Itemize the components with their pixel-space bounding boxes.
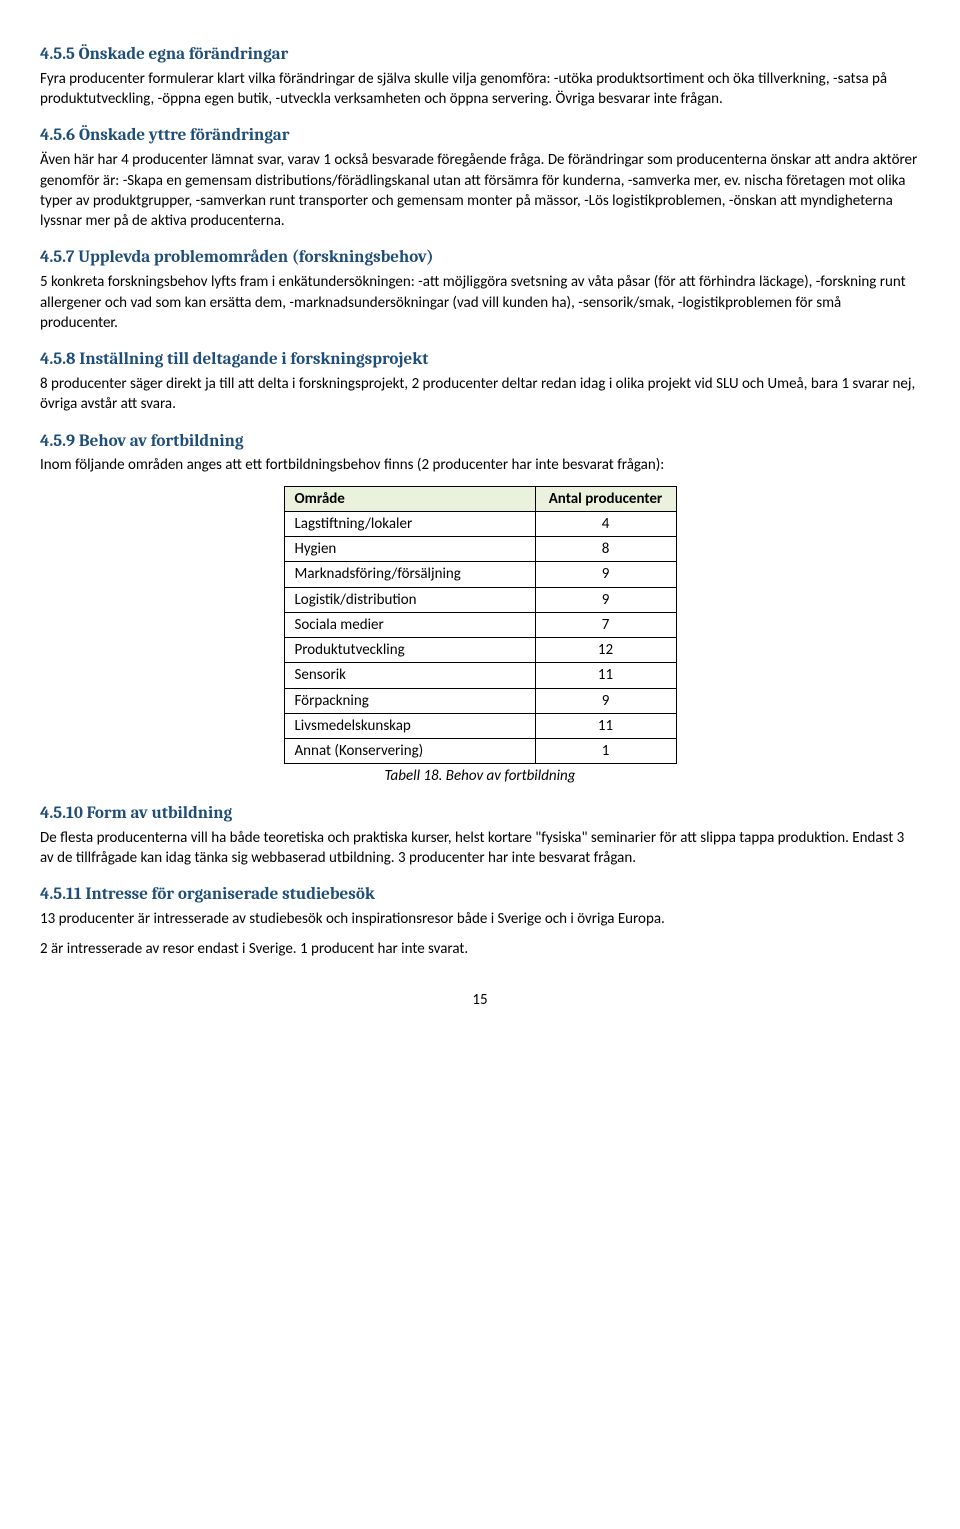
section-4510-heading: 4.5.10 Form av utbildning <box>40 803 920 826</box>
table-row: Sensorik 11 <box>284 663 676 688</box>
table-cell: 9 <box>535 562 676 587</box>
table-cell: Förpackning <box>284 688 535 713</box>
section-459-heading: 4.5.9 Behov av fortbildning <box>40 431 920 454</box>
table-row: Lagstiftning/lokaler 4 <box>284 511 676 536</box>
table-cell: Marknadsföring/försäljning <box>284 562 535 587</box>
table-cell: Sensorik <box>284 663 535 688</box>
section-458-body: 8 producenter säger direkt ja till att d… <box>40 374 920 415</box>
table-cell: 9 <box>535 688 676 713</box>
section-455-heading: 4.5.5 Önskade egna förändringar <box>40 44 920 67</box>
table-cell: 11 <box>535 713 676 738</box>
table-cell: 11 <box>535 663 676 688</box>
section-4511-body-2: 2 är intresserade av resor endast i Sver… <box>40 939 920 959</box>
section-458-heading: 4.5.8 Inställning till deltagande i fors… <box>40 349 920 372</box>
page-number: 15 <box>40 990 920 1010</box>
section-4511-body-1: 13 producenter är intresserade av studie… <box>40 909 920 929</box>
table-cell: 7 <box>535 612 676 637</box>
table-cell: Produktutveckling <box>284 638 535 663</box>
table-header-area: Område <box>284 486 535 511</box>
section-457-body: 5 konkreta forskningsbehov lyfts fram i … <box>40 272 920 333</box>
table-cell: Logistik/distribution <box>284 587 535 612</box>
table-row: Marknadsföring/försäljning 9 <box>284 562 676 587</box>
table-cell: 9 <box>535 587 676 612</box>
section-457-heading: 4.5.7 Upplevda problemområden (forskning… <box>40 247 920 270</box>
section-4511-heading: 4.5.11 Intresse för organiserade studieb… <box>40 884 920 907</box>
table-row: Hygien 8 <box>284 537 676 562</box>
table-header-count: Antal producenter <box>535 486 676 511</box>
table-cell: Hygien <box>284 537 535 562</box>
table-row: Sociala medier 7 <box>284 612 676 637</box>
table-row: Produktutveckling 12 <box>284 638 676 663</box>
table-cell: Annat (Konservering) <box>284 739 535 764</box>
table-row: Livsmedelskunskap 11 <box>284 713 676 738</box>
table-row: Logistik/distribution 9 <box>284 587 676 612</box>
table-row: Förpackning 9 <box>284 688 676 713</box>
table-cell: Sociala medier <box>284 612 535 637</box>
section-4510-body: De flesta producenterna vill ha både teo… <box>40 828 920 869</box>
table-header-row: Område Antal producenter <box>284 486 676 511</box>
table-cell: Livsmedelskunskap <box>284 713 535 738</box>
section-456-body: Även här har 4 producenter lämnat svar, … <box>40 150 920 231</box>
table-cell: 12 <box>535 638 676 663</box>
table-cell: 4 <box>535 511 676 536</box>
table-row: Annat (Konservering) 1 <box>284 739 676 764</box>
section-456-heading: 4.5.6 Önskade yttre förändringar <box>40 125 920 148</box>
section-459-body: Inom följande områden anges att ett fort… <box>40 455 920 475</box>
section-455-body: Fyra producenter formulerar klart vilka … <box>40 69 920 110</box>
table-caption: Tabell 18. Behov av fortbildning <box>40 766 920 786</box>
table-cell: Lagstiftning/lokaler <box>284 511 535 536</box>
table-cell: 8 <box>535 537 676 562</box>
table-cell: 1 <box>535 739 676 764</box>
training-needs-table: Område Antal producenter Lagstiftning/lo… <box>284 486 677 765</box>
